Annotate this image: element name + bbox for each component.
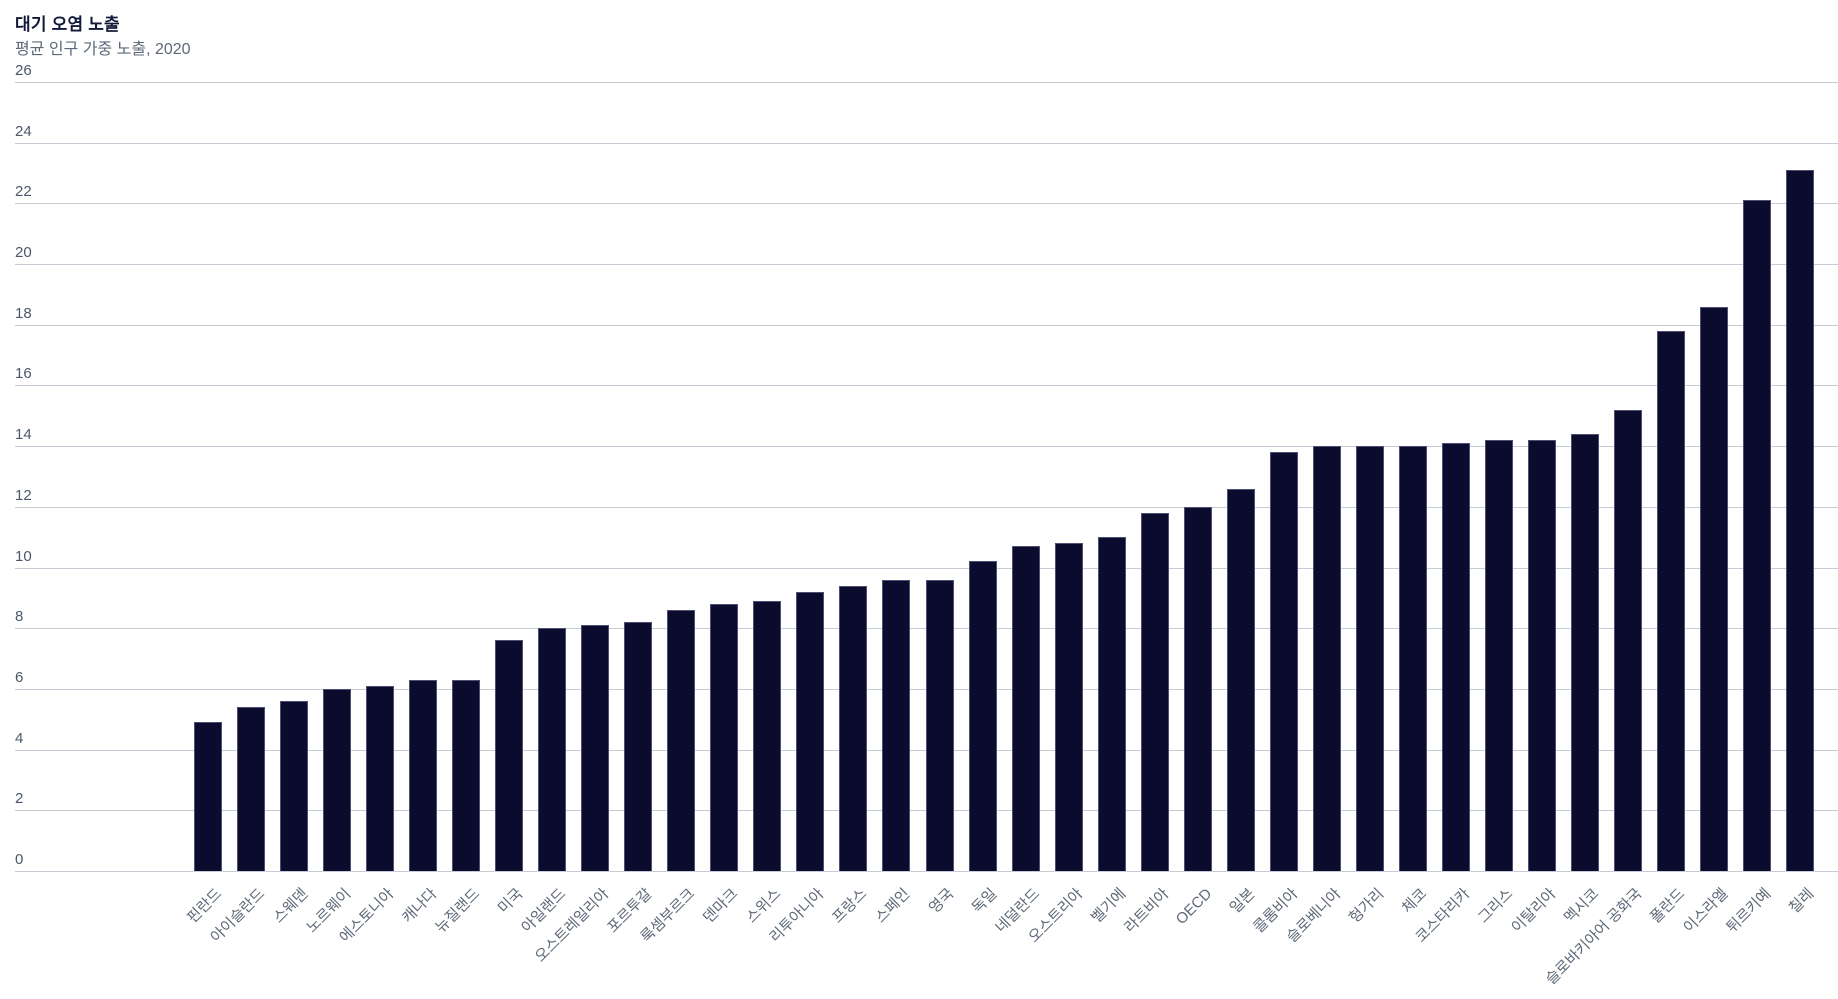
y-tick-label: 6 — [15, 668, 24, 686]
y-tick-label: 24 — [15, 122, 32, 140]
bar[interactable] — [753, 600, 782, 871]
x-tick-label: 핀란드 — [184, 885, 226, 927]
bar[interactable] — [1657, 330, 1686, 871]
bar[interactable] — [323, 688, 352, 871]
bar[interactable] — [581, 625, 610, 871]
bar[interactable] — [1613, 409, 1642, 871]
gridline — [15, 446, 1838, 448]
bar[interactable] — [1355, 446, 1384, 871]
bar[interactable] — [624, 622, 653, 871]
chart-title: 대기 오염 노출 — [15, 15, 120, 34]
y-tick-label: 8 — [15, 608, 24, 626]
bar[interactable] — [280, 701, 309, 871]
bar[interactable] — [237, 707, 266, 871]
chart-subtitle: 평균 인구 가중 노출, 2020 — [15, 41, 191, 58]
y-tick-label: 12 — [15, 486, 32, 504]
bar[interactable] — [1786, 170, 1815, 871]
gridline — [15, 871, 1838, 872]
bar[interactable] — [1441, 443, 1470, 871]
bar[interactable] — [796, 591, 825, 871]
y-tick-label: 2 — [15, 790, 24, 808]
gridline — [15, 506, 1838, 508]
gridline — [15, 203, 1838, 205]
bar[interactable] — [1226, 488, 1255, 871]
gridline — [15, 82, 1838, 83]
y-tick-label: 22 — [15, 183, 32, 201]
bar[interactable] — [409, 679, 438, 871]
bar[interactable] — [710, 603, 739, 871]
bar[interactable] — [839, 585, 868, 871]
bar[interactable] — [194, 722, 222, 871]
bar[interactable] — [1140, 512, 1169, 871]
bar[interactable] — [968, 561, 997, 871]
bar[interactable] — [1054, 543, 1083, 871]
gridline — [15, 567, 1838, 569]
bar[interactable] — [882, 579, 911, 871]
gridline — [15, 385, 1838, 387]
bar[interactable] — [366, 685, 395, 871]
bar[interactable] — [667, 610, 696, 871]
bar[interactable] — [925, 579, 954, 871]
y-tick-label: 4 — [15, 729, 24, 747]
bar[interactable] — [1743, 200, 1772, 871]
y-tick-label: 26 — [15, 62, 32, 79]
bar[interactable] — [538, 628, 567, 871]
y-tick-label: 18 — [15, 304, 32, 322]
bar[interactable] — [1700, 306, 1729, 871]
y-tick-label: 14 — [15, 426, 32, 444]
gridline — [15, 264, 1838, 266]
y-tick-label: 20 — [15, 244, 32, 262]
gridline — [15, 324, 1838, 326]
bar[interactable] — [1097, 537, 1126, 871]
y-tick-label: 16 — [15, 365, 32, 383]
y-tick-label: 0 — [15, 851, 24, 868]
bar[interactable] — [495, 640, 524, 871]
y-tick-label: 10 — [15, 547, 32, 565]
bar[interactable] — [1011, 546, 1040, 871]
gridline — [15, 142, 1838, 144]
bar[interactable] — [1398, 446, 1427, 871]
bar[interactable] — [1484, 440, 1513, 871]
bar[interactable] — [1183, 506, 1212, 871]
bar[interactable] — [1527, 440, 1556, 871]
bar[interactable] — [1312, 446, 1341, 871]
bar[interactable] — [452, 679, 481, 871]
bar[interactable] — [1570, 434, 1599, 871]
bar[interactable] — [1269, 452, 1298, 871]
